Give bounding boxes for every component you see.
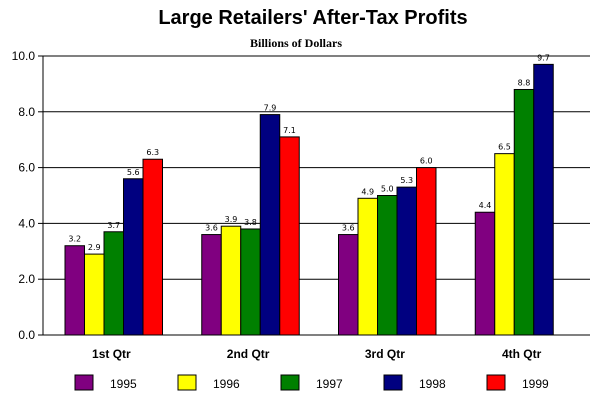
legend-label: 1999 bbox=[522, 377, 549, 391]
x-tick-label: 2nd Qtr bbox=[227, 347, 270, 361]
bar-1996-2 bbox=[357, 197, 378, 336]
bar-1998-3 bbox=[533, 63, 554, 336]
bar-1997-2 bbox=[377, 195, 398, 336]
data-label: 4.9 bbox=[361, 187, 374, 196]
data-label: 5.0 bbox=[381, 185, 394, 194]
legend-swatch-1995 bbox=[74, 374, 94, 391]
data-labels: 3.2 2.9 3.7 5.6 6.3 3.6 3.9 3.8 7.9 7.1 3.6 4.9 5.0 5… bbox=[68, 53, 549, 252]
data-label: 2.9 bbox=[88, 243, 101, 252]
legend-swatch-1998 bbox=[383, 374, 403, 391]
bar-1998-0 bbox=[123, 178, 144, 336]
chart-subtitle: Billions of Dollars bbox=[250, 36, 342, 50]
bar-1997-3 bbox=[513, 88, 535, 336]
bar-1999-1 bbox=[279, 136, 300, 336]
legend-label: 1996 bbox=[213, 377, 240, 391]
data-label: 3.7 bbox=[107, 221, 120, 230]
chart-title: Large Retailers' After-Tax Profits bbox=[158, 7, 467, 29]
data-label: 7.1 bbox=[283, 126, 296, 135]
legend-label: 1998 bbox=[419, 377, 446, 391]
bar-1998-2 bbox=[396, 186, 417, 336]
legend-label: 1995 bbox=[110, 377, 137, 391]
data-label: 4.4 bbox=[479, 201, 492, 210]
legend-label: 1997 bbox=[316, 377, 343, 391]
data-label: 3.6 bbox=[205, 224, 218, 233]
data-label: 3.2 bbox=[68, 235, 81, 244]
data-label: 6.5 bbox=[498, 143, 511, 152]
bar-1996-3 bbox=[494, 153, 515, 336]
data-label: 5.6 bbox=[127, 168, 140, 177]
data-label: 3.6 bbox=[342, 224, 355, 233]
bar-1995-2 bbox=[338, 234, 359, 336]
bars bbox=[64, 63, 554, 336]
x-tick-label: 4th Qtr bbox=[502, 347, 542, 361]
x-tick-label: 3rd Qtr bbox=[365, 347, 405, 361]
y-tick-label: 0.0 bbox=[18, 328, 35, 342]
bar-1996-1 bbox=[220, 225, 242, 336]
legend-swatch-1997 bbox=[280, 374, 300, 391]
y-tick-label: 4.0 bbox=[18, 216, 35, 230]
legend-swatch-1996 bbox=[177, 374, 197, 391]
data-label: 6.3 bbox=[146, 148, 159, 157]
bar-1995-0 bbox=[64, 245, 85, 336]
bar-1999-2 bbox=[416, 167, 437, 336]
bar-1997-0 bbox=[103, 231, 124, 336]
bar-1995-3 bbox=[474, 211, 496, 336]
y-tick-label: 2.0 bbox=[18, 272, 35, 286]
data-label: 5.3 bbox=[400, 176, 413, 185]
data-label: 6.0 bbox=[420, 157, 433, 166]
legend-swatch-1999 bbox=[486, 374, 506, 391]
data-label: 3.9 bbox=[225, 215, 238, 224]
y-tick-label: 10.0 bbox=[12, 49, 36, 63]
x-tick-label: 1st Qtr bbox=[92, 347, 131, 361]
y-tick-label: 6.0 bbox=[18, 161, 35, 175]
data-label: 9.7 bbox=[537, 53, 550, 62]
y-tick-label: 8.0 bbox=[18, 105, 35, 119]
data-label: 3.8 bbox=[244, 218, 257, 227]
bar-1995-1 bbox=[201, 234, 222, 336]
bar-1997-1 bbox=[240, 228, 261, 336]
bar-1998-1 bbox=[259, 114, 281, 336]
data-label: 8.8 bbox=[518, 78, 531, 87]
data-label: 7.9 bbox=[264, 104, 277, 113]
legend: 1995 1996 1997 1998 1999 bbox=[74, 374, 549, 391]
bar-1996-0 bbox=[84, 253, 105, 336]
bar-1999-0 bbox=[142, 158, 163, 336]
